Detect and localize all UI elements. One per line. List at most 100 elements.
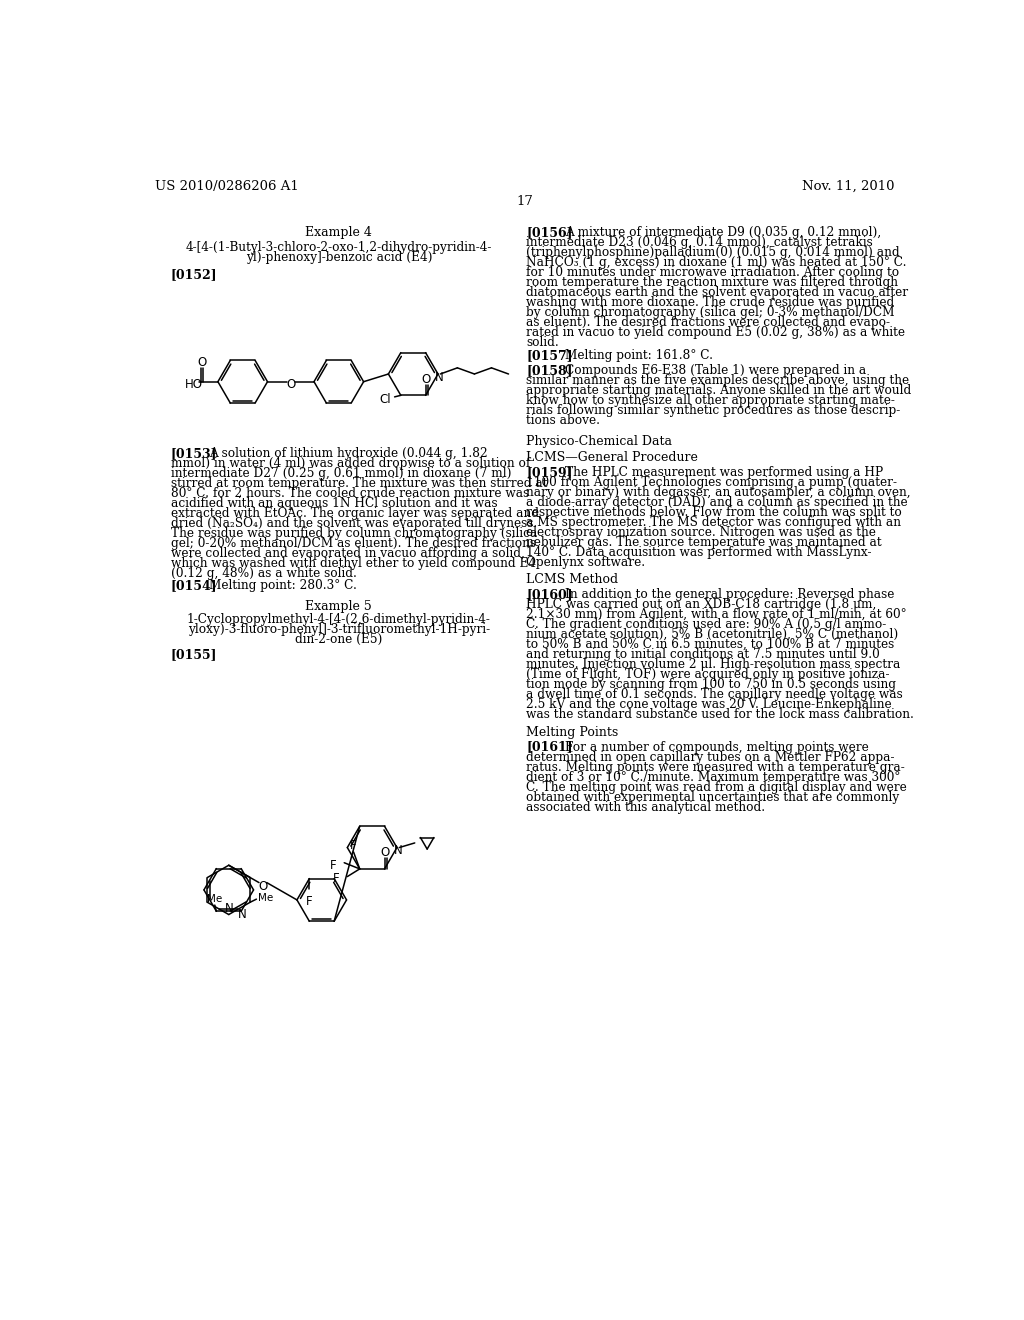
Text: yloxy)-3-fluoro-phenyl]-3-trifluoromethyl-1H-pyri-: yloxy)-3-fluoro-phenyl]-3-trifluoromethy… bbox=[187, 623, 489, 636]
Text: similar manner as the five examples describe above, using the: similar manner as the five examples desc… bbox=[526, 374, 909, 387]
Text: dried (Na₂SO₄) and the solvent was evaporated till dryness.: dried (Na₂SO₄) and the solvent was evapo… bbox=[171, 517, 537, 531]
Text: extracted with EtOAc. The organic layer was separated and: extracted with EtOAc. The organic layer … bbox=[171, 507, 539, 520]
Text: gel; 0-20% methanol/DCM as eluent). The desired fractions: gel; 0-20% methanol/DCM as eluent). The … bbox=[171, 537, 536, 550]
Text: Cl: Cl bbox=[379, 393, 391, 407]
Text: 2.1×30 mm) from Agilent, with a flow rate of 1 ml/min, at 60°: 2.1×30 mm) from Agilent, with a flow rat… bbox=[526, 609, 907, 622]
Text: Melting Points: Melting Points bbox=[526, 726, 618, 739]
Text: to 50% B and 50% C in 6.5 minutes, to 100% B at 7 minutes: to 50% B and 50% C in 6.5 minutes, to 10… bbox=[526, 638, 895, 651]
Text: O: O bbox=[258, 880, 267, 892]
Text: nebulizer gas. The source temperature was maintained at: nebulizer gas. The source temperature wa… bbox=[526, 536, 882, 549]
Text: A solution of lithium hydroxide (0.044 g, 1.82: A solution of lithium hydroxide (0.044 g… bbox=[209, 447, 488, 461]
Text: 4-[4-(1-Butyl-3-chloro-2-oxo-1,2-dihydro-pyridin-4-: 4-[4-(1-Butyl-3-chloro-2-oxo-1,2-dihydro… bbox=[185, 240, 492, 253]
Text: ratus. Melting points were measured with a temperature gra-: ratus. Melting points were measured with… bbox=[526, 760, 905, 774]
Text: O: O bbox=[286, 379, 295, 391]
Text: tions above.: tions above. bbox=[526, 414, 600, 428]
Text: O: O bbox=[422, 372, 431, 385]
Text: [0152]: [0152] bbox=[171, 268, 217, 281]
Text: intermediate D23 (0.046 g, 0.14 mmol), catalyst tetrakis: intermediate D23 (0.046 g, 0.14 mmol), c… bbox=[526, 236, 873, 249]
Text: In addition to the general procedure: Reversed phase: In addition to the general procedure: Re… bbox=[565, 589, 895, 601]
Text: stirred at room temperature. The mixture was then stirred at: stirred at room temperature. The mixture… bbox=[171, 478, 547, 490]
Text: 1100 from Agilent Technologies comprising a pump (quater-: 1100 from Agilent Technologies comprisin… bbox=[526, 475, 897, 488]
Text: nary or binary) with degasser, an autosampler, a column oven,: nary or binary) with degasser, an autosa… bbox=[526, 486, 911, 499]
Text: LCMS Method: LCMS Method bbox=[526, 573, 618, 586]
Text: rated in vacuo to yield compound E5 (0.02 g, 38%) as a white: rated in vacuo to yield compound E5 (0.0… bbox=[526, 326, 905, 339]
Text: appropriate starting materials. Anyone skilled in the art would: appropriate starting materials. Anyone s… bbox=[526, 384, 911, 397]
Text: (triphenylphosphine)palladium(0) (0.015 g, 0.014 mmol) and: (triphenylphosphine)palladium(0) (0.015 … bbox=[526, 246, 900, 259]
Text: electrospray ionization source. Nitrogen was used as the: electrospray ionization source. Nitrogen… bbox=[526, 525, 877, 539]
Text: [0160]: [0160] bbox=[526, 589, 573, 601]
Text: [0153]: [0153] bbox=[171, 447, 217, 461]
Text: obtained with experimental uncertainties that are commonly: obtained with experimental uncertainties… bbox=[526, 791, 900, 804]
Text: [0158]: [0158] bbox=[526, 364, 572, 378]
Text: (Time of Flight, TOF) were acquired only in positive ioniza-: (Time of Flight, TOF) were acquired only… bbox=[526, 668, 890, 681]
Text: F: F bbox=[349, 840, 356, 853]
Text: Example 5: Example 5 bbox=[305, 601, 372, 614]
Text: know how to synthesize all other appropriate starting mate-: know how to synthesize all other appropr… bbox=[526, 395, 895, 407]
Text: For a number of compounds, melting points were: For a number of compounds, melting point… bbox=[565, 741, 868, 754]
Text: F: F bbox=[333, 873, 340, 886]
Text: a diode-array detector (DAD) and a column as specified in the: a diode-array detector (DAD) and a colum… bbox=[526, 496, 908, 508]
Text: yl)-phenoxy]-benzoic acid (E4): yl)-phenoxy]-benzoic acid (E4) bbox=[246, 251, 432, 264]
Text: diatomaceous earth and the solvent evaporated in vacuo after: diatomaceous earth and the solvent evapo… bbox=[526, 286, 908, 300]
Text: room temperature the reaction mixture was filtered through: room temperature the reaction mixture wa… bbox=[526, 276, 898, 289]
Text: HO: HO bbox=[185, 379, 204, 391]
Text: LCMS—General Procedure: LCMS—General Procedure bbox=[526, 451, 698, 465]
Text: O: O bbox=[381, 846, 390, 859]
Text: F: F bbox=[330, 858, 337, 871]
Text: Nov. 11, 2010: Nov. 11, 2010 bbox=[802, 180, 895, 193]
Text: intermediate D27 (0.25 g, 0.61 mmol) in dioxane (7 ml): intermediate D27 (0.25 g, 0.61 mmol) in … bbox=[171, 467, 511, 480]
Text: were collected and evaporated in vacuo affording a solid,: were collected and evaporated in vacuo a… bbox=[171, 548, 524, 560]
Text: tion mode by scanning from 100 to 750 in 0.5 seconds using: tion mode by scanning from 100 to 750 in… bbox=[526, 678, 896, 692]
Text: and returning to initial conditions at 7.5 minutes until 9.0: and returning to initial conditions at 7… bbox=[526, 648, 880, 661]
Text: N: N bbox=[224, 902, 233, 915]
Text: O: O bbox=[197, 356, 206, 370]
Text: dient of 3 or 10° C./minute. Maximum temperature was 300°: dient of 3 or 10° C./minute. Maximum tem… bbox=[526, 771, 901, 784]
Text: a dwell time of 0.1 seconds. The capillary needle voltage was: a dwell time of 0.1 seconds. The capilla… bbox=[526, 688, 903, 701]
Text: Example 4: Example 4 bbox=[305, 226, 373, 239]
Text: C. The melting point was read from a digital display and were: C. The melting point was read from a dig… bbox=[526, 780, 907, 793]
Text: a MS spectrometer. The MS detector was configured with an: a MS spectrometer. The MS detector was c… bbox=[526, 516, 901, 529]
Text: 1-Cyclopropylmethyl-4-[4-(2,6-dimethyl-pyridin-4-: 1-Cyclopropylmethyl-4-[4-(2,6-dimethyl-p… bbox=[186, 612, 490, 626]
Text: 2.5 kV and the cone voltage was 20 V. Leucine-Enkephaline: 2.5 kV and the cone voltage was 20 V. Le… bbox=[526, 698, 892, 711]
Text: HPLC was carried out on an XDB-C18 cartridge (1.8 μm,: HPLC was carried out on an XDB-C18 cartr… bbox=[526, 598, 877, 611]
Text: [0157]: [0157] bbox=[526, 350, 573, 363]
Text: nium acetate solution), 5% B (acetonitrile), 5% C (methanol): nium acetate solution), 5% B (acetonitri… bbox=[526, 628, 899, 642]
Text: N: N bbox=[435, 371, 444, 384]
Text: Compounds E6-E38 (Table 1) were prepared in a: Compounds E6-E38 (Table 1) were prepared… bbox=[565, 364, 866, 378]
Text: determined in open capillary tubes on a Mettler FP62 appa-: determined in open capillary tubes on a … bbox=[526, 751, 895, 763]
Text: Melting point: 161.8° C.: Melting point: 161.8° C. bbox=[565, 350, 713, 363]
Text: solid.: solid. bbox=[526, 337, 559, 350]
Text: [0161]: [0161] bbox=[526, 741, 573, 754]
Text: mmol) in water (4 ml) was added dropwise to a solution of: mmol) in water (4 ml) was added dropwise… bbox=[171, 457, 530, 470]
Text: 17: 17 bbox=[516, 195, 534, 209]
Text: washing with more dioxane. The crude residue was purified: washing with more dioxane. The crude res… bbox=[526, 296, 895, 309]
Text: din-2-one (E5): din-2-one (E5) bbox=[295, 632, 383, 645]
Text: Me: Me bbox=[258, 892, 273, 903]
Text: 80° C. for 2 hours. The cooled crude reaction mixture was: 80° C. for 2 hours. The cooled crude rea… bbox=[171, 487, 528, 500]
Text: The residue was purified by column chromatography (silica: The residue was purified by column chrom… bbox=[171, 527, 537, 540]
Text: Melting point: 280.3° C.: Melting point: 280.3° C. bbox=[209, 578, 357, 591]
Text: associated with this analytical method.: associated with this analytical method. bbox=[526, 800, 766, 813]
Text: which was washed with diethyl ether to yield compound E4: which was washed with diethyl ether to y… bbox=[171, 557, 536, 570]
Text: as eluent). The desired fractions were collected and evapo-: as eluent). The desired fractions were c… bbox=[526, 317, 890, 329]
Text: by column chromatography (silica gel; 0-3% methanol/DCM: by column chromatography (silica gel; 0-… bbox=[526, 306, 895, 319]
Text: [0156]: [0156] bbox=[526, 226, 572, 239]
Text: minutes. Injection volume 2 μl. High-resolution mass spectra: minutes. Injection volume 2 μl. High-res… bbox=[526, 659, 901, 671]
Text: C. The gradient conditions used are: 90% A (0.5 g/l ammo-: C. The gradient conditions used are: 90%… bbox=[526, 618, 887, 631]
Text: for 10 minutes under microwave irradiation. After cooling to: for 10 minutes under microwave irradiati… bbox=[526, 267, 899, 280]
Text: N: N bbox=[394, 843, 402, 857]
Text: [0159]: [0159] bbox=[526, 466, 572, 479]
Text: The HPLC measurement was performed using a HP: The HPLC measurement was performed using… bbox=[565, 466, 884, 479]
Text: acidified with an aqueous 1N HCl solution and it was: acidified with an aqueous 1N HCl solutio… bbox=[171, 498, 498, 511]
Text: [0154]: [0154] bbox=[171, 578, 217, 591]
Text: Openlynx software.: Openlynx software. bbox=[526, 556, 645, 569]
Text: rials following similar synthetic procedures as those descrip-: rials following similar synthetic proced… bbox=[526, 404, 900, 417]
Text: was the standard substance used for the lock mass calibration.: was the standard substance used for the … bbox=[526, 708, 914, 721]
Text: (0.12 g, 48%) as a white solid.: (0.12 g, 48%) as a white solid. bbox=[171, 568, 356, 581]
Text: Me: Me bbox=[207, 894, 222, 903]
Text: NaHCO₃ (1 g, excess) in dioxane (1 ml) was heated at 150° C.: NaHCO₃ (1 g, excess) in dioxane (1 ml) w… bbox=[526, 256, 907, 269]
Text: F: F bbox=[306, 895, 312, 908]
Text: Physico-Chemical Data: Physico-Chemical Data bbox=[526, 434, 673, 447]
Text: 140° C. Data acquisition was performed with MassLynx-: 140° C. Data acquisition was performed w… bbox=[526, 545, 871, 558]
Text: [0155]: [0155] bbox=[171, 648, 217, 661]
